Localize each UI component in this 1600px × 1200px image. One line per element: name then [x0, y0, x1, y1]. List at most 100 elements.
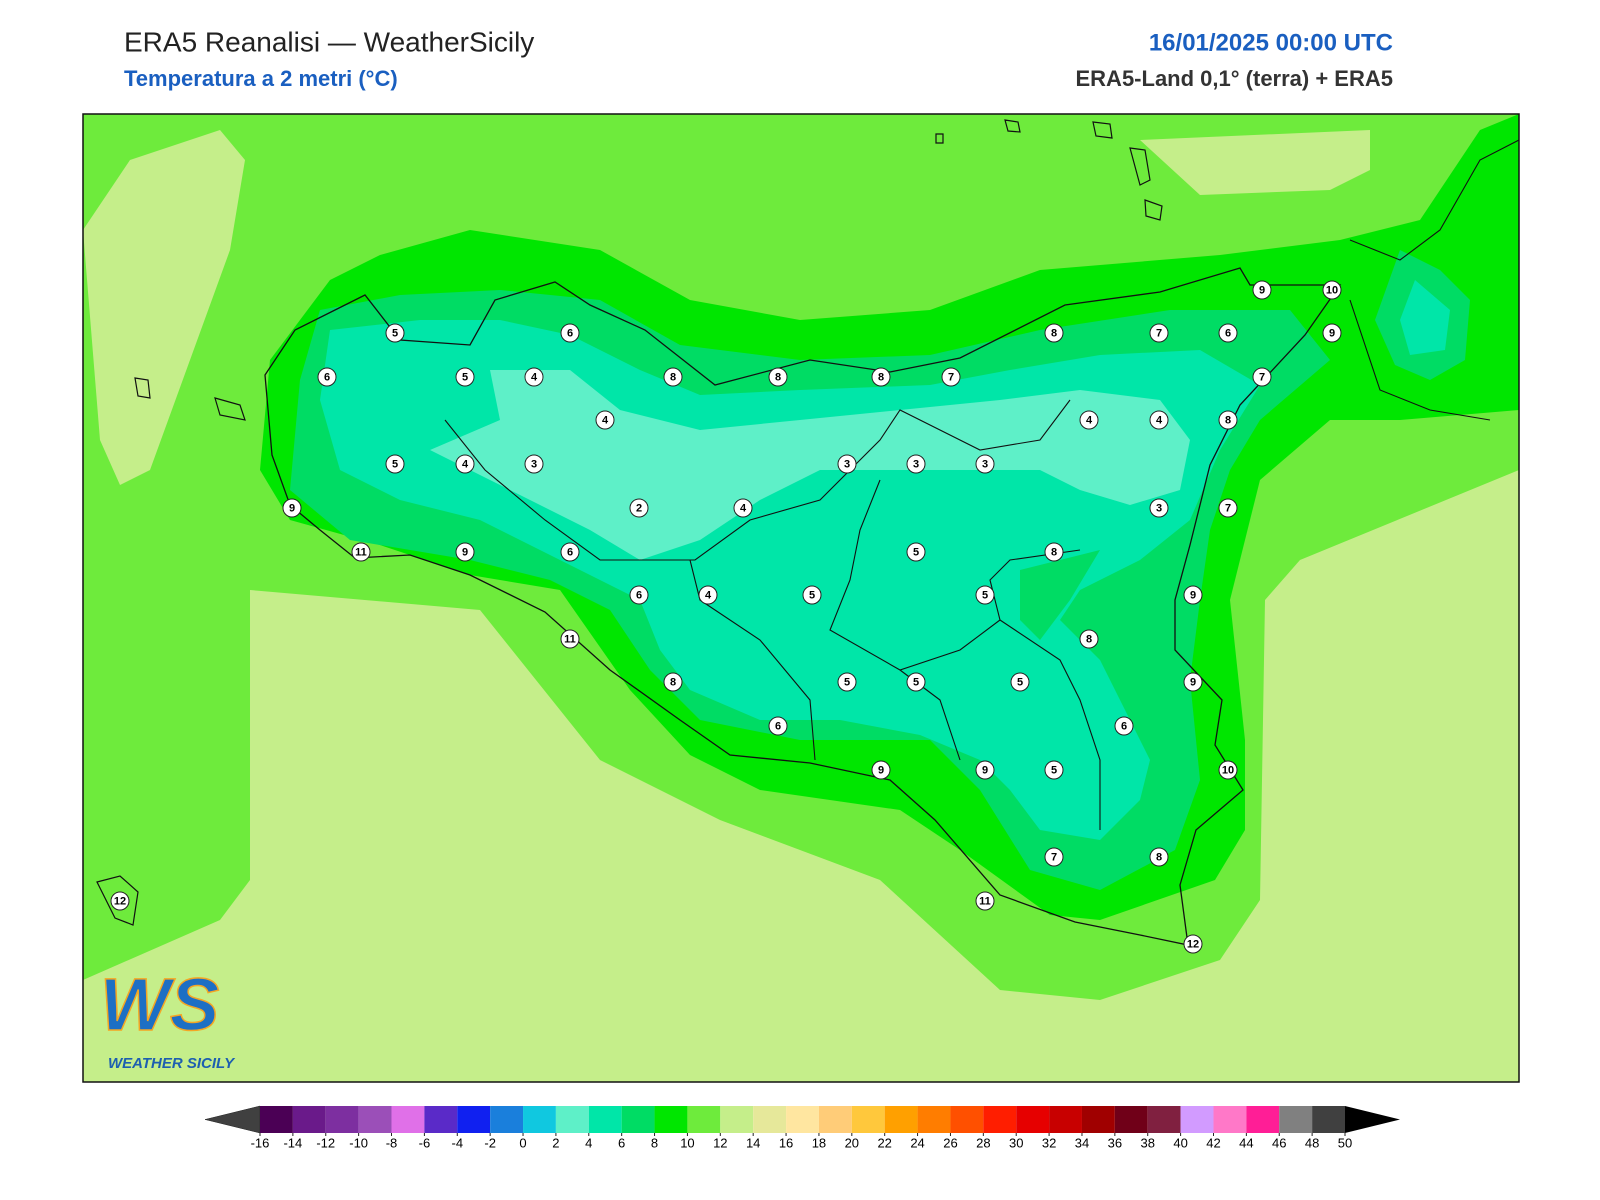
station-marker — [733, 498, 753, 518]
station-label: 5 — [809, 590, 815, 602]
station-label: 6 — [636, 590, 642, 602]
station-marker — [1044, 542, 1064, 562]
colorbar-tick-label: 46 — [1272, 1136, 1286, 1151]
colorbar-bin — [1180, 1106, 1214, 1133]
colorbar-bin — [1049, 1106, 1082, 1133]
station-label: 6 — [1121, 721, 1127, 733]
station-label: 3 — [913, 459, 919, 471]
colorbar-bin — [457, 1106, 491, 1133]
colorbar-bin — [983, 1106, 1017, 1133]
station-marker — [1218, 760, 1238, 780]
colorbar-tick-label: -6 — [419, 1136, 431, 1151]
station-marker — [802, 585, 822, 605]
station-marker — [663, 367, 683, 387]
station-label: 4 — [602, 415, 609, 427]
station-marker — [385, 454, 405, 474]
colorbar-tick-label: 28 — [976, 1136, 990, 1151]
station-label: 9 — [462, 547, 468, 559]
station-marker — [560, 542, 580, 562]
station-label: 5 — [392, 459, 398, 471]
station-marker — [351, 542, 371, 562]
station-marker — [455, 454, 475, 474]
colorbar-tick-label: 8 — [651, 1136, 658, 1151]
station-marker — [1322, 280, 1342, 300]
colorbar-tick-label: -8 — [386, 1136, 398, 1151]
station-label: 9 — [1259, 285, 1265, 297]
station-label: 7 — [1259, 372, 1265, 384]
colorbar-bin — [1147, 1106, 1181, 1133]
station-marker — [629, 585, 649, 605]
colorbar-tick-label: 22 — [877, 1136, 891, 1151]
station-label: 3 — [1156, 503, 1162, 515]
station-marker — [663, 672, 683, 692]
colorbar-bin — [490, 1106, 524, 1133]
colorbar-tick-label: 42 — [1206, 1136, 1220, 1151]
station-label: 6 — [567, 547, 573, 559]
colorbar-tick-label: -12 — [316, 1136, 335, 1151]
colorbar-tick-label: 4 — [585, 1136, 592, 1151]
colorbar-bin — [1081, 1106, 1115, 1133]
station-label: 10 — [1222, 765, 1234, 777]
station-label: 5 — [1017, 677, 1023, 689]
station-marker — [768, 716, 788, 736]
colorbar-under — [204, 1105, 261, 1134]
station-label: 9 — [289, 503, 295, 515]
colorbar-bin — [523, 1106, 556, 1133]
station-label: 8 — [775, 372, 781, 384]
station-label: 2 — [636, 503, 642, 515]
colorbar-bin — [1016, 1106, 1050, 1133]
station-label: 7 — [1225, 503, 1231, 515]
colorbar-tick-label: 34 — [1075, 1136, 1089, 1151]
station-label: 9 — [982, 765, 988, 777]
station-marker — [975, 891, 995, 911]
title: ERA5 Reanalisi — WeatherSicily — [124, 26, 534, 57]
station-marker — [317, 367, 337, 387]
station-marker — [871, 367, 891, 387]
logo-mark: WS — [100, 963, 219, 1046]
logo-text: WEATHER SICILY — [108, 1055, 236, 1072]
station-marker — [1183, 672, 1203, 692]
station-marker — [629, 498, 649, 518]
station-label: 5 — [913, 547, 919, 559]
station-marker — [1079, 410, 1099, 430]
station-marker — [975, 454, 995, 474]
station-label: 9 — [1190, 677, 1196, 689]
station-label: 3 — [982, 459, 988, 471]
station-marker — [1252, 280, 1272, 300]
colorbar-bin — [818, 1106, 852, 1133]
field — [83, 114, 1519, 1082]
station-marker — [941, 367, 961, 387]
colorbar-tick-label: 10 — [680, 1136, 694, 1151]
station-label: 6 — [775, 721, 781, 733]
station-label: 12 — [1187, 939, 1199, 951]
station-label: 6 — [567, 328, 573, 340]
station-marker — [906, 542, 926, 562]
colorbar-tick-label: -10 — [349, 1136, 368, 1151]
colorbar-bin — [424, 1106, 458, 1133]
station-label: 9 — [1190, 590, 1196, 602]
station-label: 6 — [1225, 328, 1231, 340]
colorbar-bin — [1114, 1106, 1148, 1133]
colorbar-bin — [1213, 1106, 1247, 1133]
colorbar-bin — [786, 1106, 819, 1133]
station-marker — [1044, 323, 1064, 343]
station-marker — [906, 672, 926, 692]
colorbar-tick-label: 24 — [910, 1136, 924, 1151]
station-marker — [1149, 498, 1169, 518]
colorbar-bin — [260, 1106, 293, 1133]
colorbar-bin — [555, 1106, 589, 1133]
colorbar-bin — [654, 1106, 688, 1133]
datetime: 16/01/2025 00:00 UTC — [1149, 29, 1393, 56]
station-marker — [1218, 498, 1238, 518]
station-marker — [698, 585, 718, 605]
station-label: 4 — [1086, 415, 1093, 427]
station-marker — [1010, 672, 1030, 692]
province-borders — [444, 399, 1101, 830]
colorbar-bin — [917, 1106, 951, 1133]
station-marker — [455, 542, 475, 562]
colorbar-bin — [588, 1106, 622, 1133]
field-2-4 — [430, 370, 1190, 560]
station-label: 4 — [531, 372, 538, 384]
station-label: 5 — [844, 677, 850, 689]
